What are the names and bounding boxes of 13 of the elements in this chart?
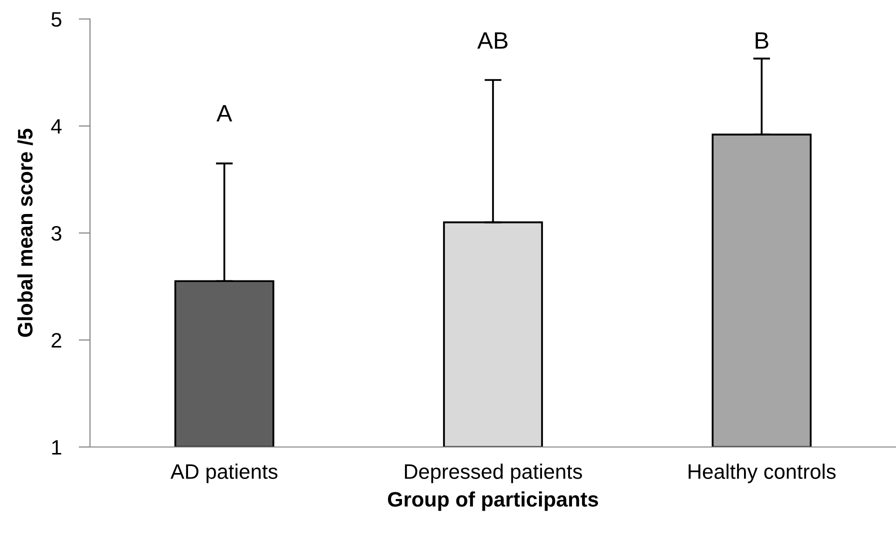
annotation: A: [216, 105, 232, 122]
annotation: AB: [477, 32, 508, 49]
y-tick-label: 5: [51, 12, 62, 27]
y-tick-label: 1: [52, 440, 62, 455]
y-tick-label: 4: [51, 119, 62, 134]
x-tick-label: Depressed patients: [404, 464, 582, 484]
x-tick-label: AD patients: [170, 464, 278, 484]
x-tick-label: Healthy controls: [688, 464, 836, 484]
y-tick-label: 2: [52, 333, 62, 348]
y-axis-title: Global mean score /5: [17, 128, 33, 337]
y-tick-label: 3: [51, 226, 62, 241]
x-axis-title: Group of participants: [388, 491, 598, 511]
annotation: B: [756, 32, 768, 49]
